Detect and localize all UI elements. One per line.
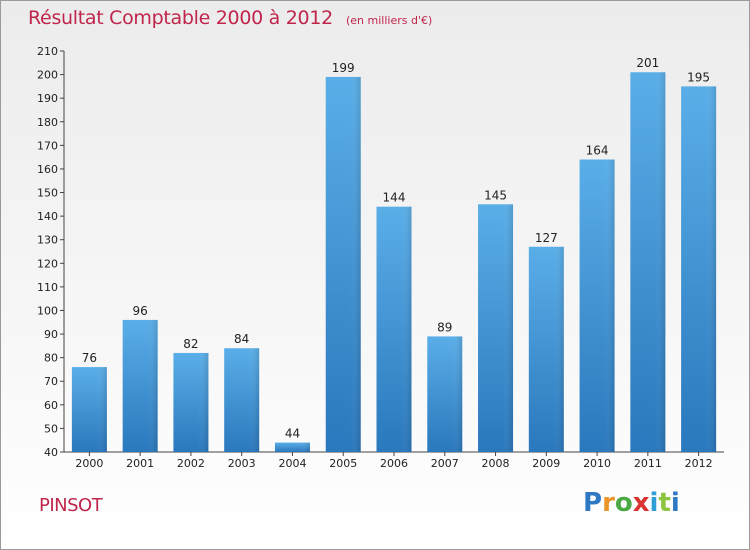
logo-letter: t	[658, 488, 671, 518]
y-tick-label: 100	[37, 304, 58, 317]
x-tick-label: 2006	[380, 457, 408, 470]
y-tick-label: 190	[37, 92, 58, 105]
proxiti-logo: Proxiti	[583, 488, 680, 518]
y-tick-label: 210	[37, 45, 58, 58]
y-tick-label: 140	[37, 210, 58, 223]
bar-shade-2010	[579, 159, 615, 452]
logo-letter: i	[649, 488, 659, 518]
y-tick-label: 120	[37, 257, 58, 270]
y-tick-label: 200	[37, 69, 58, 82]
y-tick-label: 150	[37, 187, 58, 200]
value-label: 89	[437, 320, 452, 334]
logo-letter: r	[602, 488, 615, 518]
x-tick-label: 2002	[177, 457, 205, 470]
chart-title: Résultat Comptable 2000 à 2012	[28, 7, 333, 29]
y-tick-label: 50	[44, 422, 58, 435]
x-tick-label: 2001	[126, 457, 154, 470]
y-tick-label: 60	[44, 399, 58, 412]
value-label: 84	[234, 332, 249, 346]
logo-letter: x	[632, 488, 650, 518]
value-label: 76	[82, 351, 97, 365]
y-tick-label: 90	[44, 328, 58, 341]
x-tick-label: 2009	[532, 457, 560, 470]
value-labels: 76 96 82 84 44 199 144 89 145 127 164 201 195	[82, 56, 710, 440]
x-tick-label: 2007	[431, 457, 459, 470]
commune-name: PINSOT	[39, 495, 103, 516]
x-tick-label: 2005	[329, 457, 357, 470]
logo-letter: i	[670, 488, 680, 518]
x-tick-label: 2010	[583, 457, 611, 470]
bar-shade-2006	[376, 206, 412, 452]
value-label: 44	[285, 427, 300, 441]
bar-shade-2007	[427, 336, 463, 452]
x-tick-label: 2011	[634, 457, 662, 470]
bar-shade-2004	[274, 442, 310, 452]
x-tick-label: 2008	[482, 457, 510, 470]
value-label: 144	[383, 191, 406, 205]
x-tick-label: 2003	[228, 457, 256, 470]
x-tick-label: 2012	[685, 457, 713, 470]
bar-shade-2001	[122, 319, 158, 452]
logo-letter: o	[614, 488, 633, 518]
x-tick-label: 2004	[278, 457, 306, 470]
y-tick-label: 80	[44, 352, 58, 365]
bars	[71, 72, 717, 453]
y-tick-label: 110	[37, 281, 58, 294]
logo-letter: P	[583, 488, 603, 518]
value-label: 195	[687, 70, 710, 84]
value-label: 145	[484, 188, 507, 202]
bar-shade-2012	[681, 86, 717, 452]
value-label: 96	[133, 304, 148, 318]
y-tick-label: 170	[37, 139, 58, 152]
y-tick-label: 160	[37, 163, 58, 176]
bar-shade-2002	[173, 352, 209, 452]
value-label: 164	[586, 144, 609, 158]
value-label: 127	[535, 231, 558, 245]
value-label: 82	[183, 337, 198, 351]
bar-shade-2008	[478, 204, 514, 452]
chart-subtitle: (en milliers d'€)	[345, 14, 433, 27]
bar-shade-2011	[630, 72, 666, 453]
value-label: 201	[636, 56, 659, 70]
bar-shade-2009	[528, 246, 564, 452]
bar-shade-2000	[71, 367, 107, 452]
x-tick-label: 2000	[75, 457, 103, 470]
y-tick-label: 180	[37, 116, 58, 129]
y-tick-label: 130	[37, 234, 58, 247]
value-label: 199	[332, 61, 355, 75]
y-tick-label: 70	[44, 375, 58, 388]
bar-shade-2003	[224, 348, 260, 452]
title-row: Résultat Comptable 2000 à 2012 (en milli…	[28, 7, 432, 29]
bar-shade-2005	[325, 76, 361, 453]
y-tick-label: 40	[44, 446, 58, 459]
